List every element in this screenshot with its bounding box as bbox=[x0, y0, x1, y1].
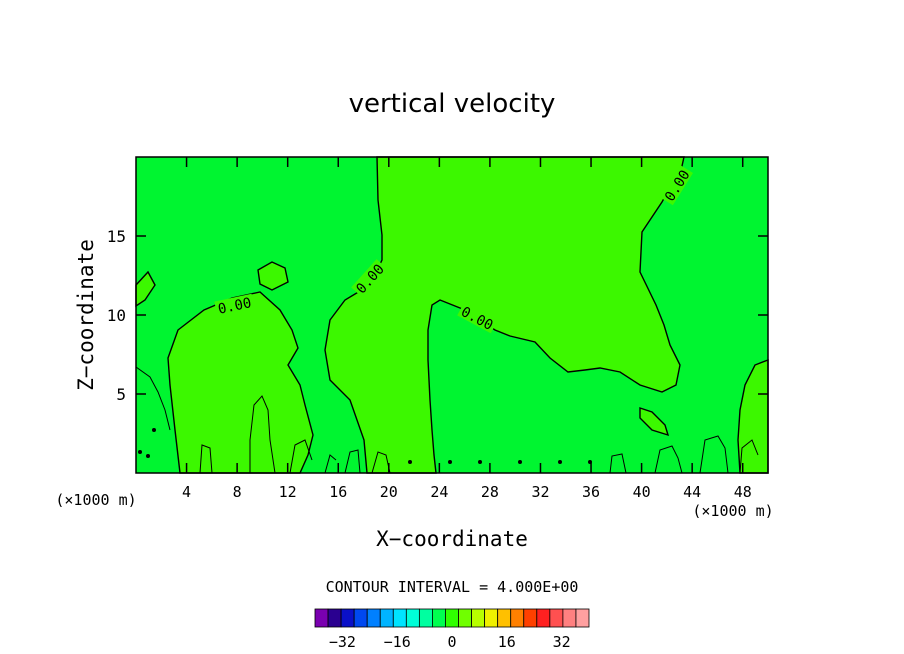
contour-label-text: 0.00 bbox=[217, 295, 253, 318]
colorbar-swatch bbox=[353, 608, 368, 628]
x-tick-label: 8 bbox=[233, 483, 242, 501]
y-tick-label: 5 bbox=[116, 385, 126, 404]
positive-regions bbox=[135, 156, 769, 474]
x-tick-label: 24 bbox=[430, 483, 448, 501]
x-tick-label: 40 bbox=[633, 483, 651, 501]
colorbar-swatch bbox=[432, 608, 446, 628]
colorbar-swatch bbox=[471, 608, 486, 628]
x-unit-right: (×1000 m) bbox=[692, 502, 773, 520]
contour-label-bg bbox=[214, 293, 255, 317]
colorbar-swatch bbox=[575, 608, 590, 628]
contour-label-bg bbox=[457, 302, 498, 334]
colorbar-swatch bbox=[445, 608, 459, 628]
contour-interval-text: CONTOUR INTERVAL = 4.000E+00 bbox=[326, 578, 579, 596]
x-tick-label: 44 bbox=[683, 483, 701, 501]
x-tick-label: 4 bbox=[182, 483, 191, 501]
colorbar-swatch bbox=[405, 608, 420, 628]
x-tick-label: 16 bbox=[329, 483, 347, 501]
colorbar-swatch bbox=[510, 608, 525, 628]
x-tick-label: 28 bbox=[481, 483, 499, 501]
colorbar-swatch bbox=[340, 608, 355, 628]
colorbar-tick-label: −32 bbox=[329, 633, 356, 651]
colorbar-swatch bbox=[497, 608, 512, 628]
contour-label-bg bbox=[351, 259, 388, 298]
y-tick-label: 10 bbox=[107, 306, 126, 325]
colorbar-swatch bbox=[327, 608, 342, 628]
plot-area: 0.000.000.000.00 bbox=[135, 156, 769, 474]
upper-left-blob bbox=[257, 261, 289, 291]
colorbar-tick-label: 0 bbox=[447, 633, 456, 651]
x-axis: 4 8 12 16 20 24 28 32 36 40 44 48 bbox=[182, 157, 752, 501]
noise-dots bbox=[138, 428, 592, 464]
x-tick-label: 20 bbox=[380, 483, 398, 501]
colorbar-swatch bbox=[562, 608, 577, 628]
x-axis-label: X−coordinate bbox=[376, 527, 528, 551]
left-positive-region bbox=[167, 291, 314, 474]
colorbar-swatch bbox=[484, 608, 499, 628]
colorbar-swatch bbox=[366, 608, 381, 628]
x-tick-label: 48 bbox=[734, 483, 752, 501]
y-tick-label: 15 bbox=[107, 227, 126, 246]
lower-right-blob bbox=[639, 407, 670, 437]
x-tick-label: 32 bbox=[531, 483, 549, 501]
y-axis: 5 10 15 bbox=[107, 227, 768, 404]
colorbar-swatch bbox=[379, 608, 394, 628]
colorbar-swatch bbox=[523, 608, 538, 628]
colorbar: −32 −16 0 16 32 bbox=[314, 608, 590, 651]
x-tick-label: 12 bbox=[279, 483, 297, 501]
colorbar-swatch bbox=[458, 608, 472, 628]
contour-label: 0.00 bbox=[214, 293, 255, 318]
y-axis-label: Z−coordinate bbox=[74, 239, 98, 391]
noise-contours bbox=[135, 366, 759, 474]
colorbar-tick-label: 16 bbox=[498, 633, 516, 651]
colorbar-swatch bbox=[392, 608, 407, 628]
colorbar-swatch bbox=[314, 608, 329, 628]
colorbar-tick-label: −16 bbox=[384, 633, 411, 651]
contour-label-bg bbox=[660, 165, 693, 206]
colorbar-swatch bbox=[536, 608, 551, 628]
x-tick-label: 36 bbox=[582, 483, 600, 501]
colorbar-swatch bbox=[418, 608, 433, 628]
x-unit-left: (×1000 m) bbox=[55, 491, 136, 509]
chart-title: vertical velocity bbox=[349, 89, 556, 119]
colorbar-swatch bbox=[549, 608, 564, 628]
colorbar-tick-label: 32 bbox=[553, 633, 571, 651]
